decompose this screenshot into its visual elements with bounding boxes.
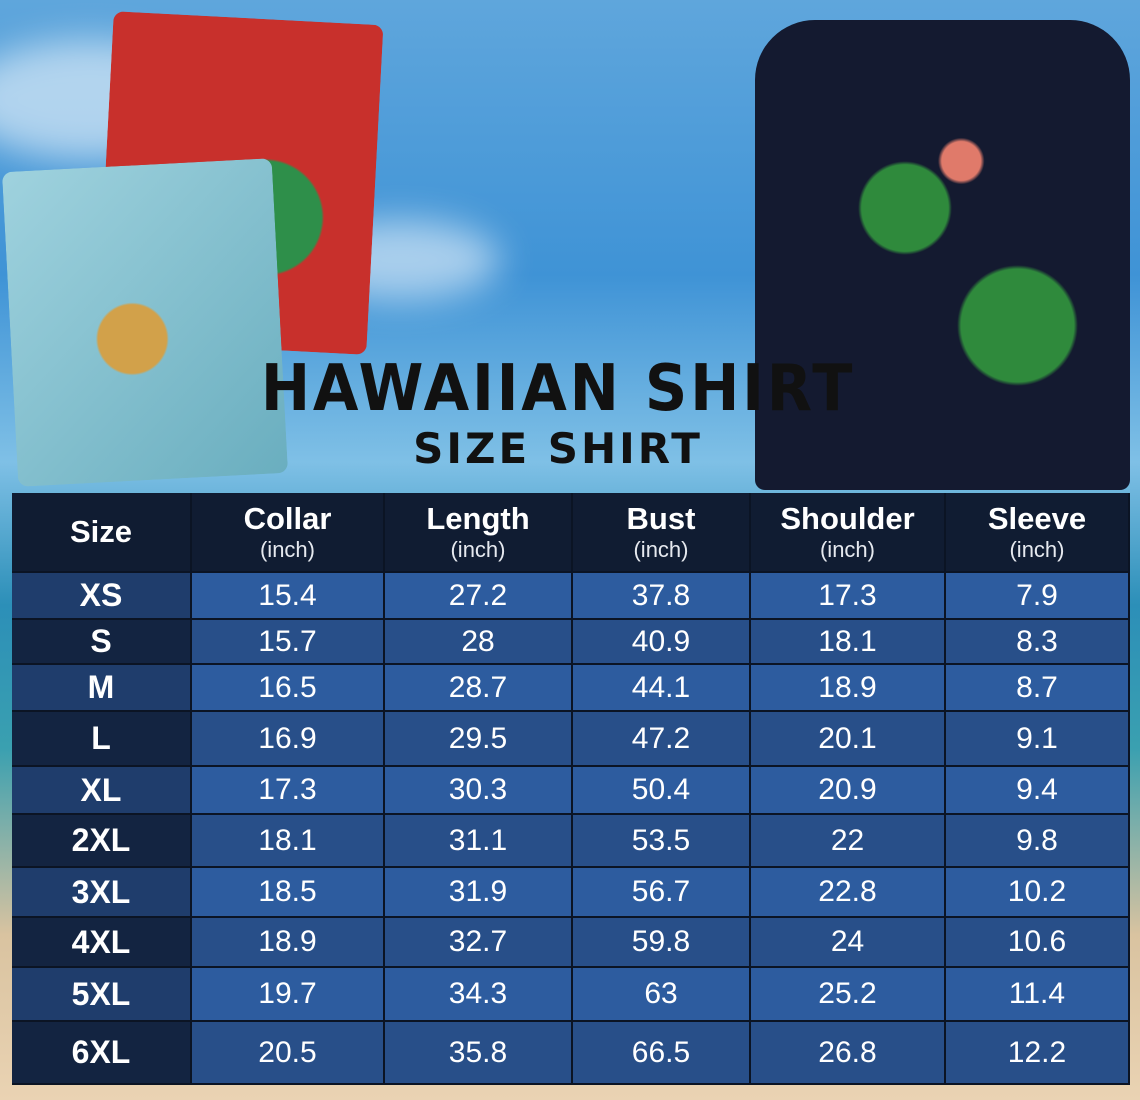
column-unit: (inch) (633, 537, 689, 562)
measurement-cell: 18.1 (192, 815, 385, 868)
measurement-cell: 24 (751, 918, 946, 968)
measurement-cell: 56.7 (573, 868, 751, 918)
table-row: 3XL 18.5 31.9 56.7 22.8 10.2 (12, 868, 1130, 918)
measurement-cell: 27.2 (385, 573, 573, 620)
measurement-cell: 34.3 (385, 968, 573, 1022)
column-unit: (inch) (259, 537, 315, 562)
measurement-cell: 35.8 (385, 1022, 573, 1085)
size-cell: 6XL (12, 1022, 192, 1085)
measurement-cell: 18.1 (751, 620, 946, 665)
measurement-cell: 32.7 (385, 918, 573, 968)
column-unit: (inch) (819, 537, 875, 562)
measurement-cell: 22.8 (751, 868, 946, 918)
size-cell: 4XL (12, 918, 192, 968)
measurement-cell: 20.9 (751, 767, 946, 815)
column-label: Size (69, 514, 133, 549)
column-header-sleeve: Sleeve (inch) (946, 493, 1130, 573)
measurement-cell: 19.7 (192, 968, 385, 1022)
measurement-cell: 10.2 (946, 868, 1130, 918)
measurement-cell: 18.9 (751, 665, 946, 712)
measurement-cell: 31.1 (385, 815, 573, 868)
model-flamingo-shirt-image (755, 20, 1130, 490)
subtitle: SIZE SHIRT (413, 424, 703, 473)
table-row: S 15.7 28 40.9 18.1 8.3 (12, 620, 1130, 665)
measurement-cell: 59.8 (573, 918, 751, 968)
measurement-cell: 30.3 (385, 767, 573, 815)
measurement-cell: 50.4 (573, 767, 751, 815)
measurement-cell: 10.6 (946, 918, 1130, 968)
table-row: 2XL 18.1 31.1 53.5 22 9.8 (12, 815, 1130, 868)
measurement-cell: 8.7 (946, 665, 1130, 712)
column-label: Shoulder (780, 501, 915, 536)
measurement-cell: 18.5 (192, 868, 385, 918)
measurement-cell: 29.5 (385, 712, 573, 767)
column-label: Length (426, 501, 530, 536)
measurement-cell: 31.9 (385, 868, 573, 918)
measurement-cell: 9.1 (946, 712, 1130, 767)
table-row: XS 15.4 27.2 37.8 17.3 7.9 (12, 573, 1130, 620)
measurement-cell: 53.5 (573, 815, 751, 868)
size-cell: L (12, 712, 192, 767)
size-cell: M (12, 665, 192, 712)
size-cell: 2XL (12, 815, 192, 868)
measurement-cell: 26.8 (751, 1022, 946, 1085)
column-header-collar: Collar (inch) (192, 493, 385, 573)
column-label: Bust (626, 501, 696, 536)
table-header-row: Size Collar (inch) Length (inch) Bust (inch) Sh… (12, 493, 1130, 573)
measurement-cell: 16.5 (192, 665, 385, 712)
measurement-cell: 47.2 (573, 712, 751, 767)
measurement-cell: 11.4 (946, 968, 1130, 1022)
title: HAWAIIAN SHIRT (260, 352, 856, 426)
measurement-cell: 28 (385, 620, 573, 665)
measurement-cell: 66.5 (573, 1022, 751, 1085)
size-chart-table: Size Collar (inch) Length (inch) Bust (inch) Sh… (12, 493, 1130, 1085)
measurement-cell: 44.1 (573, 665, 751, 712)
size-cell: 5XL (12, 968, 192, 1022)
size-cell: S (12, 620, 192, 665)
size-cell: 3XL (12, 868, 192, 918)
measurement-cell: 22 (751, 815, 946, 868)
measurement-cell: 9.8 (946, 815, 1130, 868)
table-row: 5XL 19.7 34.3 63 25.2 11.4 (12, 968, 1130, 1022)
measurement-cell: 18.9 (192, 918, 385, 968)
column-header-size: Size (12, 493, 192, 573)
measurement-cell: 20.5 (192, 1022, 385, 1085)
measurement-cell: 25.2 (751, 968, 946, 1022)
table-row: M 16.5 28.7 44.1 18.9 8.7 (12, 665, 1130, 712)
table-row: XL 17.3 30.3 50.4 20.9 9.4 (12, 767, 1130, 815)
table-row: L 16.9 29.5 47.2 20.1 9.1 (12, 712, 1130, 767)
measurement-cell: 63 (573, 968, 751, 1022)
measurement-cell: 15.7 (192, 620, 385, 665)
column-label: Collar (243, 501, 332, 536)
column-unit: (inch) (1009, 537, 1065, 562)
size-cell: XS (12, 573, 192, 620)
measurement-cell: 16.9 (192, 712, 385, 767)
column-header-bust: Bust (inch) (573, 493, 751, 573)
measurement-cell: 9.4 (946, 767, 1130, 815)
measurement-cell: 15.4 (192, 573, 385, 620)
table-row: 6XL 20.5 35.8 66.5 26.8 12.2 (12, 1022, 1130, 1085)
measurement-cell: 17.3 (192, 767, 385, 815)
measurement-cell: 17.3 (751, 573, 946, 620)
column-label: Sleeve (987, 501, 1087, 536)
measurement-cell: 37.8 (573, 573, 751, 620)
measurement-cell: 8.3 (946, 620, 1130, 665)
measurement-cell: 20.1 (751, 712, 946, 767)
column-header-shoulder: Shoulder (inch) (751, 493, 946, 573)
table-row: 4XL 18.9 32.7 59.8 24 10.6 (12, 918, 1130, 968)
measurement-cell: 7.9 (946, 573, 1130, 620)
column-header-length: Length (inch) (385, 493, 573, 573)
measurement-cell: 28.7 (385, 665, 573, 712)
measurement-cell: 12.2 (946, 1022, 1130, 1085)
measurement-cell: 40.9 (573, 620, 751, 665)
column-unit: (inch) (450, 537, 506, 562)
size-cell: XL (12, 767, 192, 815)
